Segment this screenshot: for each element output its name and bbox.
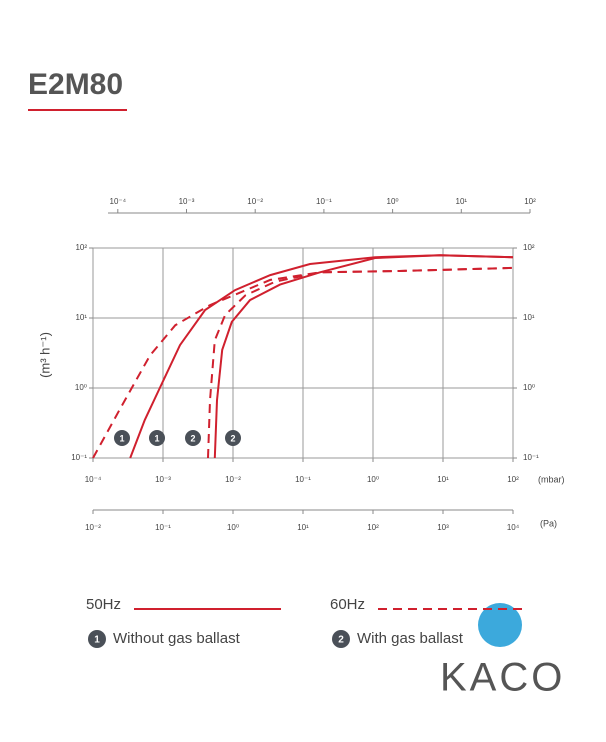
legend-label: 60Hz xyxy=(330,596,365,613)
legend-badge xyxy=(332,630,350,648)
curve xyxy=(129,254,514,459)
x2-tick-label: 10¹ xyxy=(456,197,468,206)
legend-marker: 1 xyxy=(94,635,100,646)
legend-label: Without gas ballast xyxy=(113,630,241,647)
curve xyxy=(213,254,514,459)
x3-tick-label: 10³ xyxy=(437,523,449,532)
watermark: KACO xyxy=(440,656,565,700)
y-tick-label: 10¹ xyxy=(75,313,87,322)
legend-badge xyxy=(88,630,106,648)
x2-tick-label: 10⁻³ xyxy=(179,197,195,206)
x2-tick-label: 10⁻² xyxy=(247,197,263,206)
curve xyxy=(207,266,514,459)
y-axis-label: (m³ h⁻¹) xyxy=(37,332,52,378)
watermark-logo xyxy=(478,603,522,647)
y-tick-label: 10² xyxy=(75,243,87,252)
x-axis-label: (mbar) xyxy=(538,474,565,484)
curve-marker: 1 xyxy=(119,433,124,443)
page-title: E2M80 xyxy=(28,68,123,101)
x-tick-label: 10² xyxy=(507,475,519,484)
x2-tick-label: 10⁻⁴ xyxy=(110,197,127,206)
curve-marker: 2 xyxy=(230,433,235,443)
y2-tick-label: 10⁻¹ xyxy=(523,453,539,462)
y2-tick-label: 10² xyxy=(523,243,535,252)
x-tick-label: 10⁻² xyxy=(225,475,241,484)
x3-tick-label: 10¹ xyxy=(297,523,309,532)
curve-marker-badge xyxy=(149,430,165,446)
curve-marker: 2 xyxy=(190,433,195,443)
x2-tick-label: 10⁻¹ xyxy=(316,197,332,206)
x-tick-label: 10⁻⁴ xyxy=(85,475,102,484)
x3-tick-label: 10⁻¹ xyxy=(155,523,171,532)
x3-tick-label: 10⁴ xyxy=(507,523,520,532)
x3-axis-label: (Pa) xyxy=(540,518,557,528)
curve-marker: 1 xyxy=(154,433,159,443)
legend-label: With gas ballast xyxy=(357,630,464,647)
legend-marker: 2 xyxy=(338,635,344,646)
curve-marker-badge xyxy=(225,430,241,446)
x-tick-label: 10⁰ xyxy=(367,475,379,484)
x-tick-label: 10⁻³ xyxy=(155,475,171,484)
y2-tick-label: 10¹ xyxy=(523,313,535,322)
x-tick-label: 10¹ xyxy=(437,475,449,484)
y-tick-label: 10⁰ xyxy=(75,383,87,392)
x3-tick-label: 10² xyxy=(367,523,379,532)
y2-tick-label: 10⁰ xyxy=(523,383,535,392)
curve-marker-badge xyxy=(114,430,130,446)
y-tick-label: 10⁻¹ xyxy=(71,453,87,462)
x-tick-label: 10⁻¹ xyxy=(295,475,311,484)
x3-tick-label: 10⁰ xyxy=(227,523,239,532)
x3-tick-label: 10⁻² xyxy=(85,523,101,532)
legend-label: 50Hz xyxy=(86,596,121,613)
curve-marker-badge xyxy=(185,430,201,446)
x2-tick-label: 10⁰ xyxy=(387,197,399,206)
x2-tick-label: 10² xyxy=(524,197,536,206)
